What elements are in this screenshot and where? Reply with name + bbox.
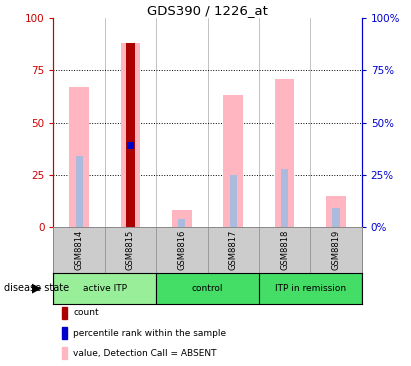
- Bar: [53, 273, 156, 304]
- Text: GSM8815: GSM8815: [126, 230, 135, 270]
- Text: active ITP: active ITP: [83, 284, 127, 293]
- Bar: [127, 142, 134, 149]
- Text: GSM8819: GSM8819: [332, 230, 340, 270]
- Bar: [178, 219, 185, 227]
- Text: GSM8818: GSM8818: [280, 229, 289, 270]
- Bar: [332, 208, 339, 227]
- Text: disease state: disease state: [4, 283, 69, 293]
- Bar: [281, 168, 288, 227]
- Text: GSM8816: GSM8816: [178, 229, 186, 270]
- Text: value, Detection Call = ABSENT: value, Detection Call = ABSENT: [73, 349, 217, 358]
- Bar: [156, 273, 259, 304]
- Bar: [126, 43, 135, 227]
- Bar: [69, 87, 89, 227]
- Bar: [76, 156, 83, 227]
- Text: ITP in remission: ITP in remission: [275, 284, 346, 293]
- Bar: [259, 273, 362, 304]
- Text: GSM8817: GSM8817: [229, 229, 238, 270]
- Bar: [230, 175, 237, 227]
- Text: ▶: ▶: [32, 282, 42, 295]
- Text: control: control: [192, 284, 223, 293]
- Bar: [326, 195, 346, 227]
- Bar: [121, 43, 140, 227]
- Text: count: count: [73, 309, 99, 317]
- Bar: [224, 96, 243, 227]
- Bar: [172, 210, 192, 227]
- Text: GSM8814: GSM8814: [75, 230, 83, 270]
- Title: GDS390 / 1226_at: GDS390 / 1226_at: [147, 4, 268, 17]
- Bar: [275, 79, 294, 227]
- Text: percentile rank within the sample: percentile rank within the sample: [73, 329, 226, 337]
